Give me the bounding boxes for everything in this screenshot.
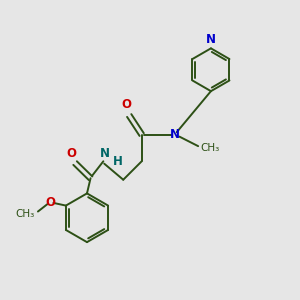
Text: O: O — [121, 98, 131, 111]
Text: CH₃: CH₃ — [200, 143, 220, 153]
Text: H: H — [113, 155, 123, 168]
Text: O: O — [45, 196, 56, 209]
Text: CH₃: CH₃ — [16, 209, 35, 219]
Text: O: O — [66, 146, 76, 160]
Text: N: N — [206, 33, 216, 46]
Text: N: N — [100, 147, 110, 160]
Text: N: N — [170, 128, 180, 141]
